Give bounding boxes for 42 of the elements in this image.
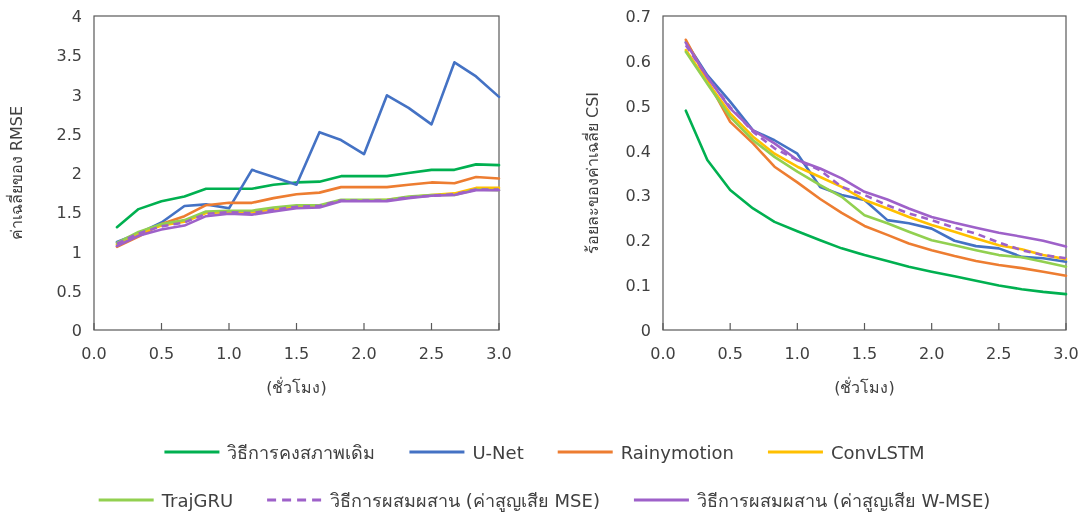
- y-tick-label: 0: [71, 321, 82, 340]
- legend-label: วิธีการคงสภาพเดิม: [227, 442, 376, 463]
- legend-label: Rainymotion: [620, 442, 734, 463]
- y-tick-label: 1.5: [56, 203, 82, 223]
- x-tick-label: 0.0: [650, 344, 676, 363]
- y-tick-label: 0.1: [625, 276, 651, 296]
- y-tick-label: 3: [71, 85, 82, 105]
- x-tick-label: 1.0: [784, 344, 811, 363]
- x-tick-label: 0.5: [717, 344, 743, 363]
- x-tick-label: 1.0: [216, 344, 242, 363]
- y-tick-label: 0.4: [625, 141, 651, 161]
- x-tick-label: 3.0: [1053, 344, 1079, 363]
- legend-label: ConvLSTM: [830, 442, 925, 463]
- x-tick-label: 2.0: [918, 344, 945, 363]
- x-tick-label: 1.5: [851, 344, 878, 363]
- y-tick-label: 1: [71, 242, 82, 262]
- y-tick-label: 0.2: [625, 231, 651, 251]
- legend-label: วิธีการผสมผสาน (ค่าสูญเสีย W-MSE): [696, 490, 991, 512]
- y-tick-label: 0.7: [625, 7, 651, 26]
- x-tick-label: 2.0: [351, 344, 377, 363]
- y-tick-label: 2.5: [56, 124, 82, 144]
- x-tick-label: 0.0: [81, 344, 107, 363]
- x-axis-title: (ชั่วโมง): [266, 376, 327, 397]
- y-tick-label: 0.5: [625, 96, 651, 116]
- y-tick-label: 0.5: [56, 281, 82, 301]
- legend-label: วิธีการผสมผสาน (ค่าสูญเสีย MSE): [330, 490, 600, 512]
- x-tick-label: 1.5: [283, 344, 310, 363]
- x-tick-label: 2.5: [986, 344, 1012, 363]
- y-tick-label: 2: [71, 164, 82, 183]
- legend-label: TrajGRU: [160, 490, 234, 511]
- x-tick-label: 3.0: [486, 344, 512, 363]
- y-tick-label: 0.3: [625, 186, 651, 206]
- y-tick-label: 3.5: [56, 46, 82, 66]
- y-axis-title: ค่าเฉลี่ยของ RMSE: [5, 105, 26, 241]
- x-tick-label: 0.5: [148, 344, 175, 363]
- y-tick-label: 0: [640, 321, 651, 340]
- y-tick-label: 0.6: [625, 51, 651, 71]
- y-tick-label: 4: [71, 7, 82, 26]
- legend-label: U-Net: [472, 442, 524, 463]
- y-axis-title: ร้อยละของค่าเฉลี่ย CSI: [581, 91, 602, 255]
- x-axis-title: (ชั่วโมง): [834, 376, 895, 397]
- x-tick-label: 2.5: [418, 344, 445, 363]
